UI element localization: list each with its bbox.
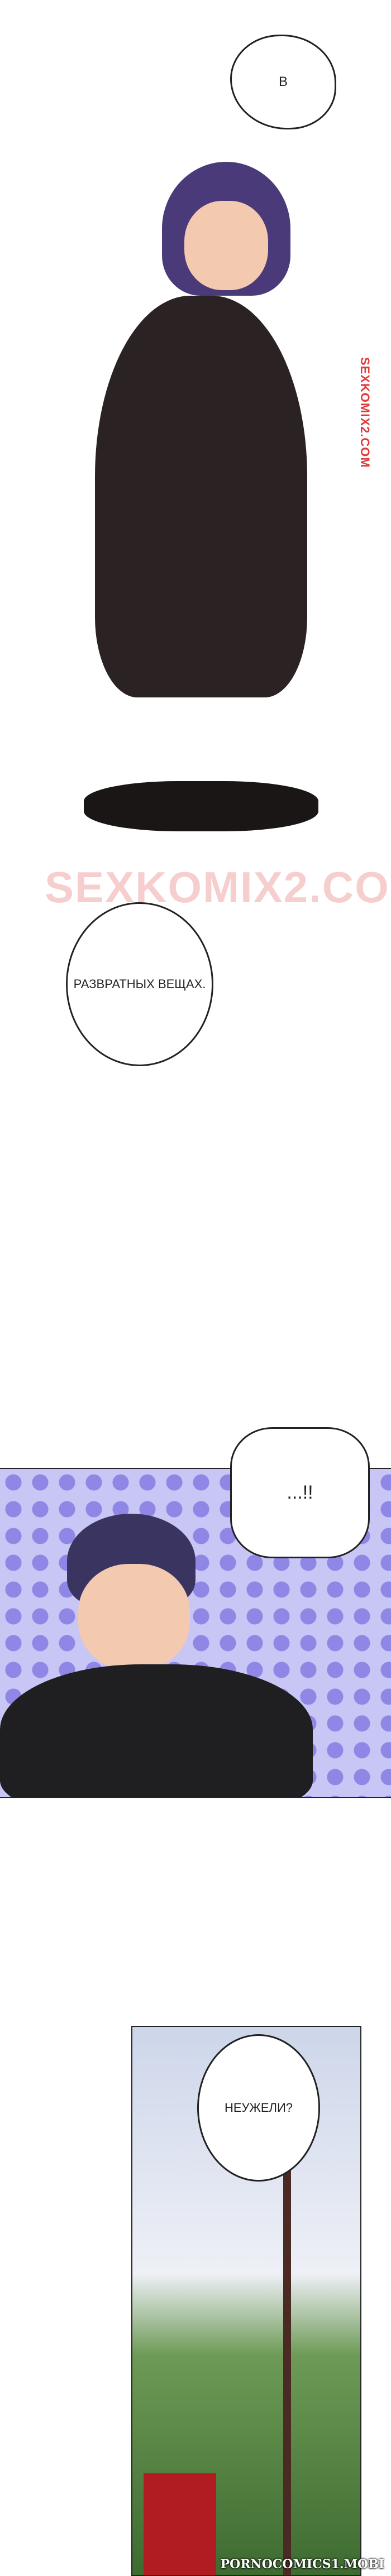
bubble-text: ...!!: [287, 1482, 313, 1504]
bubble-text: В: [278, 74, 288, 89]
panel-1-illustration: [34, 151, 369, 859]
character-body: [95, 296, 307, 697]
character-shoes: [84, 781, 318, 831]
bubble-text: НЕУЖЕЛИ?: [224, 2101, 293, 2115]
character-face: [78, 1564, 190, 1670]
bubble-text: РАЗВРАТНЫХ ВЕЩАХ.: [73, 977, 206, 991]
speech-bubble-top: В: [230, 35, 336, 129]
red-phone-booth: [144, 2473, 216, 2575]
speech-bubble-question: НЕУЖЕЛИ?: [197, 2034, 320, 2182]
watermark-large: SEXKOMIX2.COM: [45, 863, 391, 912]
street-lamp: [283, 2166, 291, 2575]
footer-watermark: PORNOCOMICS1.MOBI: [220, 2557, 384, 2572]
watermark-vertical: SEXKOMIX2.COM: [358, 357, 372, 468]
panel-3-illustration: [131, 2026, 361, 2576]
speech-bubble-bottom: РАЗВРАТНЫХ ВЕЩАХ.: [66, 902, 213, 1066]
speech-bubble-exclaim: ...!!: [230, 1427, 370, 1558]
character-face: [184, 201, 268, 290]
character-hoodie: [0, 1664, 313, 1797]
